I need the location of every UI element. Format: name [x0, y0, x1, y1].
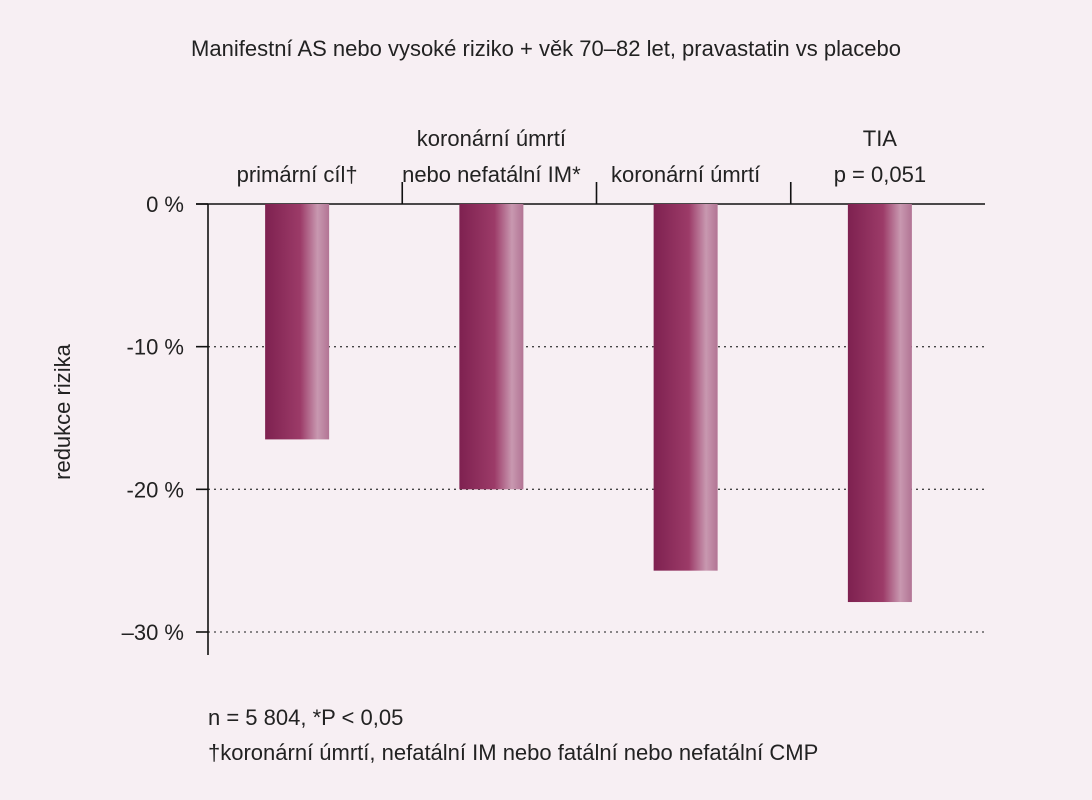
y-axis-label: redukce rizika: [50, 343, 75, 479]
y-tick-label: -20 %: [127, 477, 184, 502]
bar-3: [653, 204, 718, 571]
footnote-sample-size: n = 5 804, *P < 0,05: [208, 705, 404, 730]
chart-title: Manifestní AS nebo vysoké riziko + věk 7…: [191, 36, 901, 61]
footnote-primary-endpoint: †koronární úmrtí, nefatální IM nebo fatá…: [208, 740, 819, 765]
bars: [265, 204, 912, 603]
y-tick-labels: 0 % -10 % -20 % –30 %: [122, 192, 184, 645]
category-label: p = 0,051: [834, 162, 926, 187]
y-tick-label: 0 %: [146, 192, 184, 217]
category-labels: primární cíl† koronární úmrtí nebo nefatál…: [237, 126, 926, 187]
category-label: koronární úmrtí: [417, 126, 566, 151]
bar-1: [265, 204, 330, 440]
y-tick-label: –30 %: [122, 620, 184, 645]
bar-2: [459, 204, 524, 490]
category-label: koronární úmrtí: [611, 162, 760, 187]
category-label: primární cíl†: [237, 162, 358, 187]
category-label: TIA: [863, 126, 898, 151]
y-tick-label: -10 %: [127, 335, 184, 360]
category-label: nebo nefatální IM*: [402, 162, 581, 187]
bar-4: [847, 204, 912, 603]
